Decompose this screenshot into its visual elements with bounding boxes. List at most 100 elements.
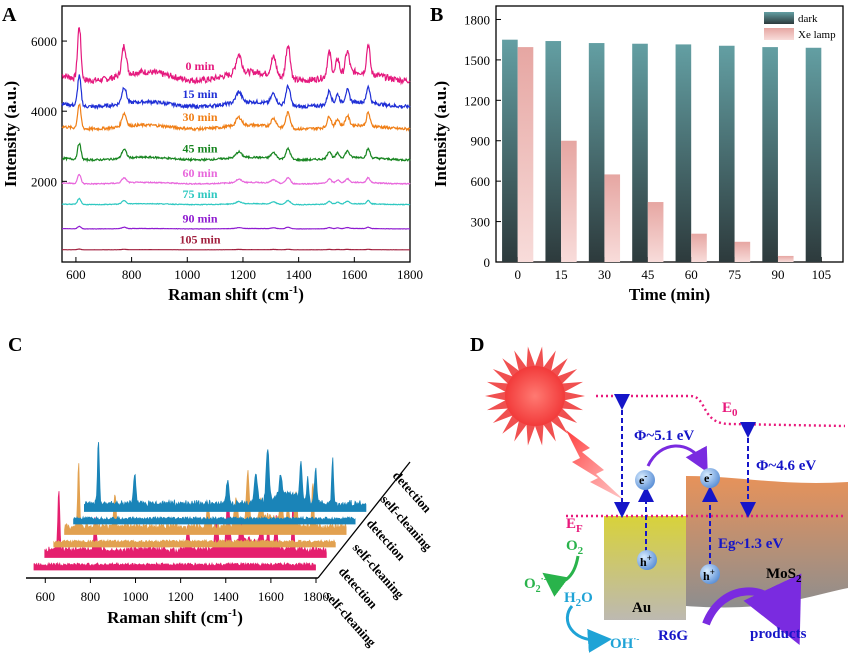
- spectrum-line: [61, 103, 411, 133]
- mos2-label: MoS2: [766, 566, 802, 585]
- depth-axis-line: [317, 461, 411, 579]
- e0-label: E0: [722, 400, 738, 419]
- bar-dark: [632, 43, 648, 262]
- series-label: 90 min: [182, 212, 217, 226]
- bar-dark: [805, 47, 822, 263]
- self-cleaning-spectrum: [73, 515, 356, 525]
- x-tick-label: 1000: [123, 589, 149, 604]
- series-label: 0 min: [185, 59, 214, 73]
- eg-label: Eg~1.3 eV: [718, 536, 783, 552]
- y-tick-label: 1800: [464, 12, 490, 27]
- x-tick-label: 1600: [341, 267, 367, 282]
- x-tick-label: 0: [514, 267, 521, 282]
- o2-reduction-arrow: [542, 555, 580, 597]
- bar-xe-lamp: [517, 47, 534, 262]
- x-tick-label: 1400: [213, 589, 239, 604]
- bar-xe-lamp: [604, 174, 621, 262]
- self-cleaning-spectrum: [53, 538, 336, 548]
- y-axis-title: Intensity (a.u.): [431, 81, 450, 187]
- y-tick-label: 1200: [464, 93, 490, 108]
- x-tick-label: 45: [641, 267, 654, 282]
- detection-spectrum: [84, 442, 367, 512]
- y-tick-label: 0: [484, 255, 491, 270]
- phi-au-label: Φ~5.1 eV: [634, 428, 694, 444]
- spectrum-line: [61, 74, 411, 111]
- legend: dark Xe lamp: [764, 12, 836, 41]
- x-tick-label: 1400: [286, 267, 312, 282]
- series-label: 15 min: [182, 87, 217, 101]
- legend-label-dark: dark: [798, 13, 818, 25]
- series-label: 60 min: [182, 166, 217, 180]
- r6g-label: R6G: [658, 628, 688, 644]
- spectrum-line: [61, 142, 411, 163]
- x-tick-label: 1800: [303, 589, 329, 604]
- o2-label: O2: [566, 538, 584, 557]
- y-tick-label: 600: [471, 174, 491, 189]
- lightning-bolt-icon: [566, 430, 624, 500]
- h2o-label: H2O: [564, 590, 593, 609]
- hole-mos2-label: h+: [703, 567, 715, 583]
- y-tick-label: 900: [471, 134, 491, 149]
- products-label: products: [750, 626, 807, 642]
- x-tick-label: 15: [555, 267, 568, 282]
- spectrum-line: [62, 248, 410, 251]
- electron-au-label: e-: [639, 471, 647, 487]
- x-axis-title: Raman shift (cm-1): [168, 284, 304, 304]
- o2-radical-label: O2·-: [524, 574, 547, 595]
- bar-dark: [675, 44, 692, 263]
- chart-a-frame: [61, 5, 411, 263]
- chart-b-frame: [495, 5, 844, 263]
- sun-icon: [485, 346, 585, 446]
- h2o-oxidation-arrow: [565, 605, 612, 653]
- y-tick-label: 1500: [464, 53, 490, 68]
- mos2-band: [686, 476, 848, 608]
- panel-letter-c: C: [8, 334, 23, 356]
- y-tick-label: 300: [471, 215, 491, 230]
- ef-label: EF: [566, 516, 583, 535]
- hole-au: [637, 550, 657, 570]
- y-axis-title: Intensity (a.u.): [1, 81, 20, 187]
- x-tick-label: 90: [771, 267, 784, 282]
- panel-letter-a: A: [2, 4, 17, 26]
- spectrum-line: [61, 173, 411, 186]
- bar-xe-lamp: [777, 255, 794, 262]
- hole-mos2: [700, 564, 720, 584]
- x-tick-label: 30: [598, 267, 611, 282]
- x-axis-title: Time (min): [629, 285, 710, 304]
- bar-dark: [545, 41, 562, 262]
- spectrum-line: [61, 197, 411, 206]
- x-axis-title: Raman shift (cm-1): [107, 607, 243, 627]
- x-tick-label: 1000: [174, 267, 200, 282]
- panel-letter-b: B: [430, 4, 444, 26]
- legend-swatch-xe-lamp: [764, 28, 794, 40]
- bar-xe-lamp: [691, 233, 707, 262]
- x-tick-label: 800: [122, 267, 142, 282]
- bar-xe-lamp: [647, 202, 664, 262]
- series-label: 30 min: [182, 110, 217, 124]
- legend-swatch-dark: [764, 12, 794, 24]
- x-tick-label: 1200: [230, 267, 256, 282]
- spectrum-line: [61, 27, 411, 86]
- bar-dark: [762, 47, 778, 262]
- series-label: 105 min: [179, 233, 220, 247]
- x-tick-label: 600: [66, 267, 86, 282]
- x-tick-label: 105: [812, 267, 832, 282]
- phi-mos2-label: Φ~4.6 eV: [756, 458, 816, 474]
- bar-dark: [502, 39, 518, 263]
- x-tick-label: 600: [36, 589, 56, 604]
- series-label: 75 min: [182, 187, 217, 201]
- bar-dark: [718, 45, 735, 262]
- legend-label-xe-lamp: Xe lamp: [798, 29, 836, 41]
- x-tick-label: 800: [81, 589, 101, 604]
- self-cleaning-spectrum: [33, 561, 316, 571]
- hole-au-label: h+: [640, 553, 652, 569]
- x-tick-label: 1800: [397, 267, 423, 282]
- au-label: Au: [632, 600, 651, 616]
- series-label: 45 min: [182, 142, 217, 156]
- electron-au: [635, 470, 655, 490]
- bar-xe-lamp: [561, 140, 577, 262]
